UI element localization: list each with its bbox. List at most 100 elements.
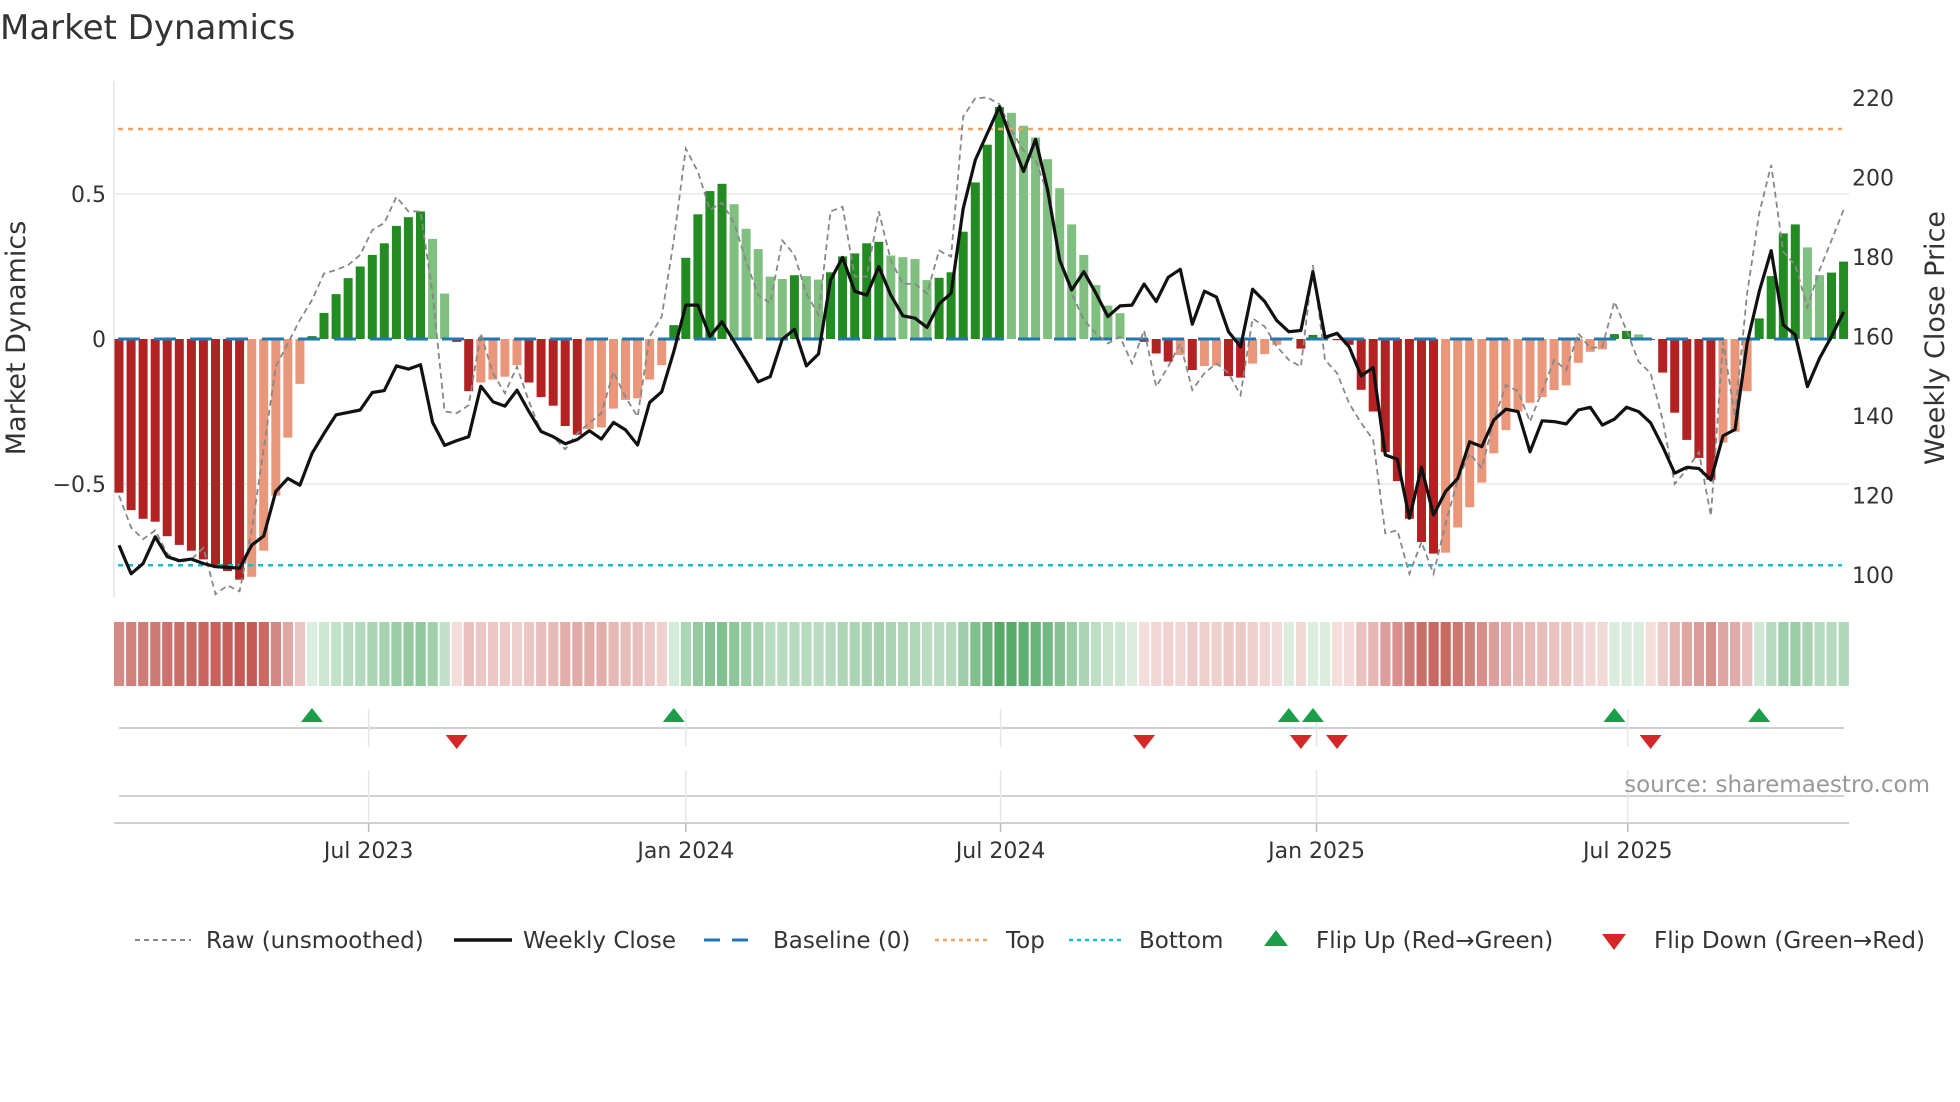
heatmap-cell [1609,622,1620,686]
heatmap-cell [1826,622,1837,686]
momentum-bar [1670,339,1680,413]
heatmap-cell [439,622,450,686]
momentum-bar [1429,339,1438,554]
momentum-bar [1417,339,1426,542]
momentum-bar [1212,339,1221,366]
heatmap-cell [1163,622,1174,686]
weekly-close-line [117,105,1846,576]
heatmap-cell [499,622,511,686]
momentum-bar [1742,339,1752,392]
momentum-bar [1573,339,1583,363]
flip-down-marker [1639,735,1662,749]
momentum-bar [1549,339,1559,390]
heatmap-cell [596,622,607,686]
heatmap-cell [415,622,426,686]
momentum-bar [1091,285,1101,339]
heatmap-cell [1549,622,1560,686]
heatmap-cell [849,622,860,686]
momentum-bar [910,259,920,339]
heatmap-cell [958,622,969,686]
x-tick-label: Jul 2025 [1581,839,1673,864]
heatmap-cell [1211,622,1222,686]
heatmap-cell [1416,622,1427,686]
legend-raw-label: Raw (unsmoothed) [206,928,424,954]
momentum-bar [138,339,148,519]
momentum-bar [1151,339,1161,354]
momentum-bar [440,293,450,339]
momentum-bar [416,211,425,339]
momentum-bar [1380,339,1390,453]
momentum-bar [1031,137,1041,339]
momentum-bar [946,272,956,339]
flip-up-marker [662,708,685,722]
momentum-bar [584,339,594,429]
heatmap-cell [1476,622,1487,686]
heatmap-cell [777,622,788,686]
momentum-bar [958,231,968,339]
momentum-bar [982,144,992,339]
momentum-bar [1332,339,1342,341]
heatmap-cell [138,622,149,686]
heatmap-cell [970,622,981,686]
momentum-bar [1537,339,1547,397]
momentum-bar [500,339,510,377]
heatmap-cell [1139,622,1150,686]
heatmap-cell [367,622,378,686]
legend-bottom-label: Bottom [1139,928,1223,954]
heatmap-cell [1102,622,1114,686]
heatmap-cell [885,622,896,686]
chart-title: Market Dynamics [0,8,295,48]
heatmap-cell [126,622,137,686]
right-axis-label: Weekly Close Price [1920,211,1951,465]
momentum-bar [1658,339,1668,373]
heatmap-cell [1247,622,1258,686]
momentum-bar [476,339,486,383]
heatmap-cell [307,622,318,686]
momentum-bar [1272,339,1282,345]
heatmap-cell [765,622,776,686]
flip-up-marker [1301,708,1324,722]
heatmap-cell [1259,622,1270,686]
momentum-bar [1404,339,1414,519]
heatmap-cell [1718,622,1729,686]
momentum-bar [126,339,136,511]
heatmap-cell [524,622,535,686]
heatmap-cell [801,622,812,686]
momentum-bar [223,339,232,571]
momentum-bar [235,339,245,580]
momentum-bar [174,339,184,545]
momentum-bar [1115,313,1125,339]
heatmap-cell [1235,622,1246,686]
heatmap-cell [1838,622,1849,686]
heatmap-cell [753,622,764,686]
momentum-bar [1067,224,1077,339]
heatmap-cell [994,622,1005,686]
heatmap-cell [1030,622,1041,686]
heatmap-cell [1392,622,1403,686]
momentum-bar [150,339,160,522]
heatmap-cell [282,622,293,686]
momentum-bar [283,339,293,438]
source-credit: source: sharemaestro.com [1624,772,1930,798]
flip-up-marker [1603,708,1626,722]
momentum-bar [596,339,606,428]
heatmap-cell [1621,622,1632,686]
heatmap-cell [162,622,173,686]
momentum-bar [922,280,932,339]
momentum-bar [693,214,703,339]
momentum-bar [1778,233,1788,339]
heatmap-cell [1018,622,1029,686]
heatmap-cell [813,622,824,686]
x-tick-label: Jan 2024 [635,839,734,864]
momentum-bar [1489,339,1499,454]
legend-close-label: Weekly Close [523,928,676,954]
legend-baseline-label: Baseline (0) [773,928,910,954]
heatmap-cell [1283,622,1294,686]
flip-down-marker [1289,735,1312,749]
heatmap-cell [174,622,185,686]
legend-top-label: Top [1005,928,1045,954]
heatmap-cell [1802,622,1813,686]
momentum-bar [1585,339,1595,352]
momentum-bar [994,107,1004,339]
momentum-bar [729,204,739,339]
